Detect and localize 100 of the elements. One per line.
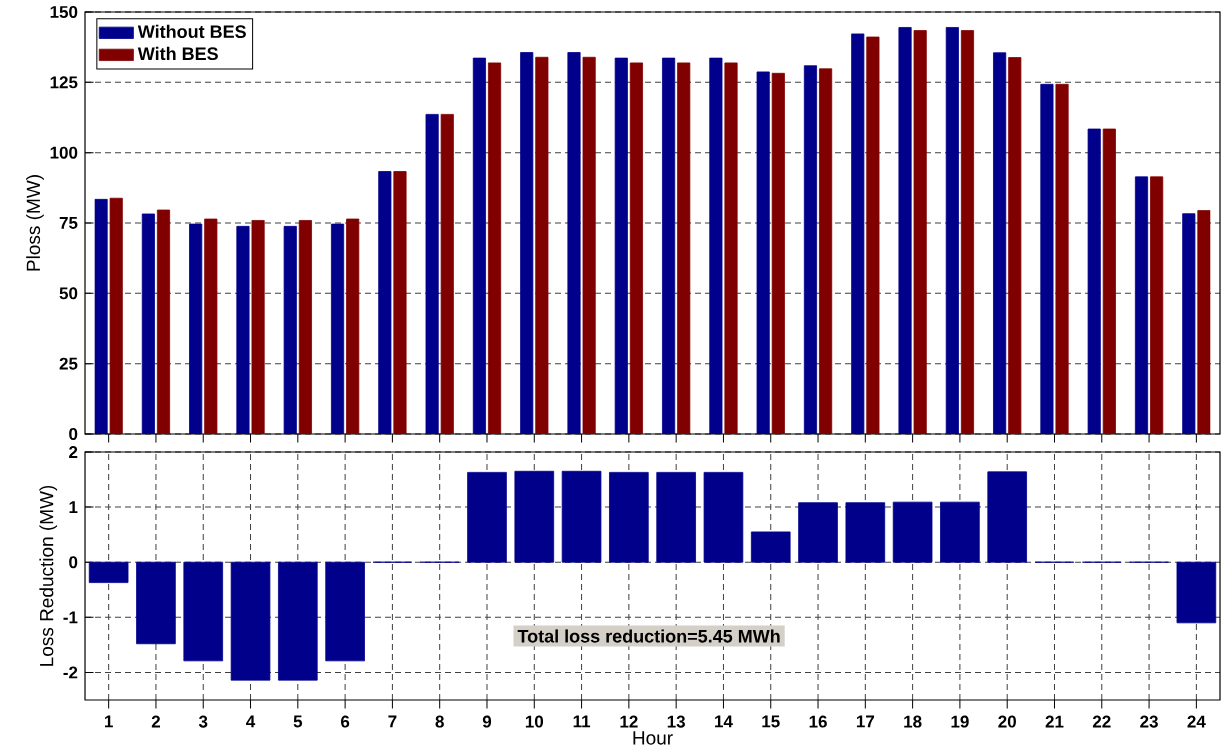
y-tick-label: 1 — [69, 501, 78, 513]
y-axis-title: Loss Reduction (MW) — [39, 485, 58, 666]
bar — [609, 471, 649, 563]
y-tick-label: 50 — [59, 287, 78, 300]
x-tick-label: 23 — [1140, 715, 1158, 728]
bar — [325, 561, 365, 662]
x-tick-label: 5 — [293, 715, 303, 728]
bar — [440, 113, 454, 434]
bar — [987, 471, 1027, 563]
y-tick-label: 25 — [59, 357, 78, 370]
bar — [472, 57, 486, 434]
x-tick-label: 9 — [482, 715, 492, 728]
bar — [109, 197, 123, 434]
bar — [236, 225, 250, 434]
y-tick-label: 0 — [69, 427, 78, 440]
bar — [629, 62, 643, 434]
bar — [845, 502, 886, 563]
bar — [488, 62, 502, 434]
bar — [656, 471, 696, 563]
bar — [346, 218, 360, 434]
legend-label: With BES — [137, 46, 218, 61]
bar — [677, 62, 691, 434]
x-tick-label: 12 — [620, 715, 638, 728]
x-tick-label: 19 — [951, 715, 969, 728]
bar — [189, 223, 203, 434]
bar — [940, 501, 980, 563]
y-tick-label: 2 — [69, 446, 78, 458]
bar — [567, 52, 581, 434]
bar — [278, 561, 318, 681]
x-tick-label: 8 — [435, 715, 444, 728]
bar — [535, 56, 549, 434]
x-tick-label: 20 — [998, 715, 1016, 728]
bar — [141, 213, 155, 434]
bar — [750, 531, 791, 563]
bar — [756, 71, 770, 434]
bar — [393, 171, 407, 434]
x-tick-label: 6 — [341, 715, 350, 728]
bar — [703, 471, 744, 563]
x-tick-label: 15 — [762, 715, 780, 728]
bar — [331, 223, 345, 434]
bar — [892, 501, 933, 563]
annotation: Total loss reduction=5.45 MWh — [517, 629, 780, 643]
y-tick-label: -2 — [63, 666, 78, 679]
bar — [156, 209, 171, 434]
x-tick-label: 11 — [573, 715, 591, 728]
bar — [1055, 83, 1069, 434]
x-tick-label: 7 — [388, 715, 397, 728]
x-tick-label: 3 — [198, 715, 208, 728]
bar — [467, 471, 507, 563]
bar — [960, 30, 975, 434]
bar — [204, 218, 218, 434]
bar — [561, 470, 602, 563]
bar — [819, 68, 833, 434]
bar — [1008, 57, 1022, 434]
bar — [913, 30, 927, 434]
bar — [582, 56, 596, 434]
bar — [1102, 128, 1116, 434]
bar — [88, 561, 129, 583]
bar — [993, 52, 1007, 434]
y-tick-label: 150 — [50, 5, 78, 18]
x-tick-label: 24 — [1187, 715, 1206, 728]
x-tick-label: 18 — [904, 715, 922, 728]
x-tick-label: 16 — [809, 715, 827, 728]
bar — [136, 561, 176, 645]
bar — [1197, 210, 1211, 434]
x-tick-label: 13 — [667, 715, 685, 728]
y-tick-label: 100 — [50, 146, 78, 159]
x-axis-title: Hour — [633, 731, 673, 745]
x-tick-label: 22 — [1092, 715, 1111, 728]
bar — [945, 27, 959, 434]
y-tick-label: 75 — [59, 217, 78, 229]
bar — [251, 220, 265, 434]
bar — [514, 470, 555, 563]
bar — [1087, 128, 1101, 434]
y-tick-label: -1 — [63, 611, 78, 624]
bar — [803, 65, 818, 434]
x-tick-label: 1 — [104, 715, 113, 728]
x-tick-label: 17 — [856, 715, 875, 728]
bar — [230, 561, 271, 681]
y-tick-label: 0 — [69, 556, 78, 569]
bar — [898, 27, 912, 434]
bar — [709, 57, 723, 434]
bar — [1040, 83, 1054, 434]
bar — [798, 502, 838, 563]
bar — [724, 62, 738, 434]
bar — [1182, 213, 1196, 434]
y-tick-label: 125 — [50, 76, 78, 89]
bar — [425, 113, 439, 434]
bar — [1150, 176, 1164, 434]
bar — [1176, 561, 1217, 624]
bar — [520, 52, 534, 434]
bar — [283, 225, 297, 434]
bar — [1134, 176, 1149, 434]
bar — [298, 220, 312, 434]
x-tick-label: 2 — [151, 715, 160, 728]
bar — [378, 171, 392, 434]
bar — [94, 198, 108, 434]
y-axis-title: Ploss (MW) — [26, 175, 44, 271]
bar — [662, 57, 676, 434]
x-tick-label: 10 — [525, 715, 544, 728]
